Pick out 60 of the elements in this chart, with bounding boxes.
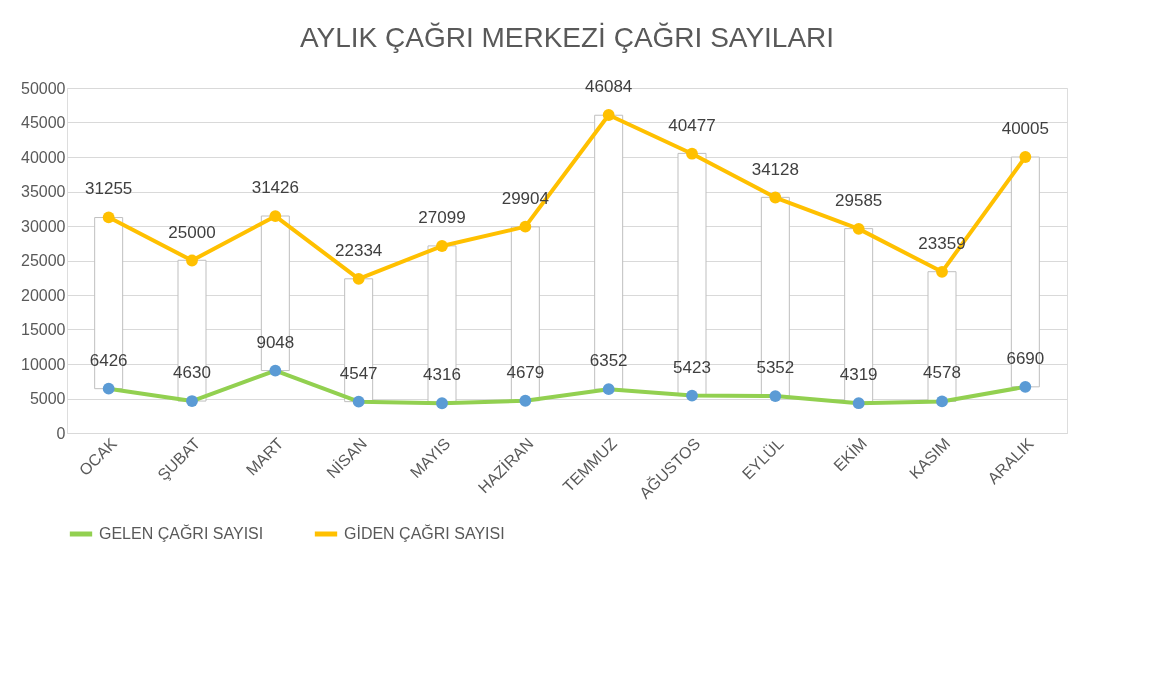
data-label: 4316	[423, 365, 461, 385]
point	[1019, 380, 1032, 393]
y-tick-label: 0	[56, 424, 66, 442]
point	[686, 147, 698, 160]
point	[769, 390, 782, 402]
data-label: 6690	[1006, 348, 1045, 368]
data-label: 22334	[335, 240, 383, 260]
data-label: 5352	[756, 358, 795, 378]
y-tick-label: 5000	[29, 390, 66, 407]
point	[519, 220, 532, 233]
data-label: 4547	[339, 363, 378, 383]
data-label: 31255	[85, 179, 133, 199]
data-label: 34128	[751, 159, 799, 179]
point	[186, 254, 198, 267]
y-tick-label: 15000	[21, 321, 66, 338]
point	[602, 383, 615, 396]
data-label: 9048	[256, 332, 295, 352]
data-label: 4578	[923, 363, 961, 383]
data-label: 40477	[668, 115, 716, 135]
data-label: 4679	[506, 362, 545, 382]
y-tick-label: 10000	[21, 355, 66, 373]
y-tick-label: 40000	[21, 148, 66, 166]
point	[936, 265, 948, 278]
data-label: 31426	[251, 178, 299, 198]
point	[1019, 151, 1032, 163]
point	[352, 272, 365, 285]
data-label: 4630	[173, 363, 211, 383]
point	[102, 382, 115, 395]
point	[936, 395, 948, 408]
point	[102, 211, 115, 224]
data-label: 40005	[1001, 118, 1049, 138]
data-label: 46084	[585, 77, 633, 97]
data-label: 29585	[835, 190, 883, 210]
point	[269, 210, 282, 223]
y-tick-label: 35000	[21, 183, 66, 200]
data-label: 6352	[589, 351, 628, 371]
y-tick-label: 30000	[21, 217, 66, 235]
point	[602, 109, 615, 121]
data-label: 27099	[418, 208, 466, 228]
data-label: 25000	[168, 222, 216, 242]
point	[852, 222, 865, 235]
point	[519, 394, 532, 407]
data-label: 4319	[839, 365, 878, 385]
point	[269, 364, 282, 377]
point	[352, 395, 365, 408]
y-tick-label: 50000	[21, 79, 66, 97]
point	[436, 240, 448, 252]
legend-label: GİDEN ÇAĞRI SAYISI	[344, 524, 505, 542]
point	[436, 397, 448, 410]
chart-title: AYLIK ÇAĞRI MERKEZİ ÇAĞRI SAYILARI	[299, 22, 835, 54]
point	[769, 191, 782, 204]
point	[186, 395, 198, 407]
point	[686, 389, 698, 402]
y-tick-label: 25000	[21, 252, 66, 269]
y-tick-label: 20000	[21, 286, 66, 304]
y-tick-label: 45000	[21, 114, 66, 131]
point	[852, 397, 865, 410]
data-label: 6426	[89, 350, 128, 370]
legend-label: GELEN ÇAĞRI SAYISI	[99, 524, 264, 542]
data-label: 5423	[673, 357, 711, 377]
